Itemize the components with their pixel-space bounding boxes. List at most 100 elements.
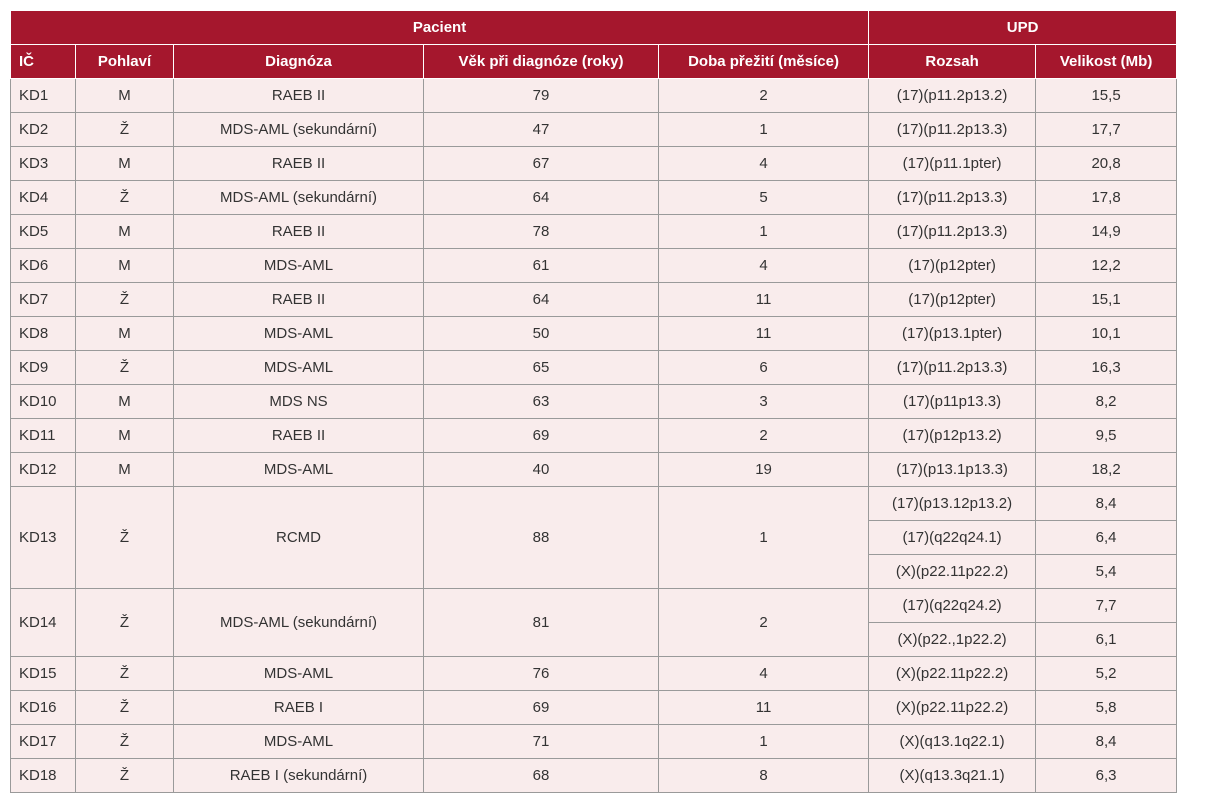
cell-id: KD17 xyxy=(10,724,76,759)
cell-sex: M xyxy=(75,384,174,419)
cell-diagnosis: MDS-AML xyxy=(173,316,424,351)
cell-range: (X)(p22.,1p22.2) xyxy=(868,622,1037,657)
cell-size: 8,4 xyxy=(1035,486,1178,521)
table-row: KD1 M RAEB II 79 2 (17)(p11.2p13.2) 15,5 xyxy=(10,78,1178,113)
cell-range: (17)(p13.1pter) xyxy=(868,316,1037,351)
table-row: KD7 Ž RAEB II 64 11 (17)(p12pter) 15,1 xyxy=(10,282,1178,317)
column-header: IČ xyxy=(10,44,76,79)
table-row: (X)(p22.,1p22.2) 6,1 xyxy=(11,622,1178,657)
cell-age: 63 xyxy=(423,384,659,419)
cell-id: KD11 xyxy=(10,418,76,453)
cell-age: 64 xyxy=(423,282,659,317)
header-group-row: Pacient UPD xyxy=(9,10,1178,45)
cell-survival: 4 xyxy=(657,656,870,691)
cell-survival: 19 xyxy=(657,452,870,487)
cell-sex: Ž xyxy=(75,486,174,589)
cell-id: KD13 xyxy=(10,486,76,589)
cell-age: 65 xyxy=(423,350,659,385)
cell-range: (X)(p22.11p22.2) xyxy=(868,656,1037,691)
cell-diagnosis: MDS-AML xyxy=(173,452,424,487)
cell-range: (17)(p12p13.2) xyxy=(868,418,1037,453)
cell-range: (X)(q13.3q21.1) xyxy=(868,758,1037,793)
cell-survival: 1 xyxy=(657,486,870,589)
cell-range: (17)(q22q24.1) xyxy=(868,520,1037,555)
cell-size: 8,4 xyxy=(1035,724,1178,759)
cell-age: 50 xyxy=(423,316,659,351)
cell-size: 20,8 xyxy=(1035,146,1178,181)
group-header: UPD xyxy=(868,10,1178,45)
cell-id: KD15 xyxy=(10,656,76,691)
cell-size: 10,1 xyxy=(1035,316,1178,351)
cell-size: 12,2 xyxy=(1035,248,1178,283)
cell-survival: 11 xyxy=(657,690,870,725)
cell-diagnosis: RCMD xyxy=(173,486,424,589)
table-row: KD3 M RAEB II 67 4 (17)(p11.1pter) 20,8 xyxy=(10,146,1178,181)
cell-size: 14,9 xyxy=(1035,214,1178,249)
table-row: KD17 Ž MDS-AML 71 1 (X)(q13.1q22.1) 8,4 xyxy=(10,724,1178,759)
cell-survival: 1 xyxy=(657,724,870,759)
cell-age: 71 xyxy=(423,724,659,759)
column-header: Velikost (Mb) xyxy=(1035,44,1178,79)
cell-age: 76 xyxy=(423,656,659,691)
cell-diagnosis: MDS NS xyxy=(173,384,424,419)
cell-sex: M xyxy=(75,248,174,283)
cell-sex: M xyxy=(75,452,174,487)
cell-survival: 3 xyxy=(657,384,870,419)
cell-age: 68 xyxy=(423,758,659,793)
table-row: KD5 M RAEB II 78 1 (17)(p11.2p13.3) 14,9 xyxy=(10,214,1178,249)
cell-diagnosis: MDS-AML (sekundární) xyxy=(173,588,424,657)
cell-id: KD4 xyxy=(10,180,76,215)
cell-age: 79 xyxy=(423,78,659,113)
cell-size: 8,2 xyxy=(1035,384,1178,419)
cell-sex: Ž xyxy=(75,350,174,385)
cell-survival: 4 xyxy=(657,248,870,283)
table-body: KD1 M RAEB II 79 2 (17)(p11.2p13.2) 15,5 KD2 Ž MD… xyxy=(10,78,1178,793)
cell-age: 64 xyxy=(423,180,659,215)
cell-size: 17,7 xyxy=(1035,112,1178,147)
cell-sex: M xyxy=(75,78,174,113)
cell-size: 6,4 xyxy=(1035,520,1178,555)
cell-range: (X)(p22.11p22.2) xyxy=(868,554,1037,589)
cell-range: (17)(p11.1pter) xyxy=(868,146,1037,181)
cell-size: 15,5 xyxy=(1035,78,1178,113)
table-row: KD12 M MDS-AML 40 19 (17)(p13.1p13.3) 18,2 xyxy=(10,452,1178,487)
cell-size: 6,1 xyxy=(1035,622,1178,657)
cell-id: KD12 xyxy=(10,452,76,487)
cell-sex: Ž xyxy=(75,112,174,147)
column-header: Pohlaví xyxy=(75,44,174,79)
column-header: Věk při diagnóze (roky) xyxy=(423,44,659,79)
table-row: KD14 Ž MDS-AML (sekundární) 81 2 (17)(q22q24.… xyxy=(10,588,1178,657)
cell-diagnosis: MDS-AML (sekundární) xyxy=(173,180,424,215)
cell-sex: M xyxy=(75,316,174,351)
upd-table: Pacient UPD IČ Pohlaví Diagnóza Věk při dia… xyxy=(9,10,1178,793)
cell-survival: 4 xyxy=(657,146,870,181)
cell-size: 7,7 xyxy=(1035,588,1178,623)
cell-age: 69 xyxy=(423,690,659,725)
table-row: KD15 Ž MDS-AML 76 4 (X)(p22.11p22.2) 5,2 xyxy=(10,656,1178,691)
cell-sex: Ž xyxy=(75,656,174,691)
cell-diagnosis: MDS-AML xyxy=(173,350,424,385)
cell-size: 5,4 xyxy=(1035,554,1178,589)
cell-sex: Ž xyxy=(75,282,174,317)
cell-age: 61 xyxy=(423,248,659,283)
cell-survival: 2 xyxy=(657,588,870,657)
table-row: KD11 M RAEB II 69 2 (17)(p12p13.2) 9,5 xyxy=(10,418,1178,453)
cell-survival: 1 xyxy=(657,112,870,147)
cell-survival: 1 xyxy=(657,214,870,249)
table-row: KD6 M MDS-AML 61 4 (17)(p12pter) 12,2 xyxy=(10,248,1178,283)
cell-sex: Ž xyxy=(75,180,174,215)
cell-diagnosis: RAEB II xyxy=(173,78,424,113)
cell-diagnosis: RAEB II xyxy=(173,418,424,453)
cell-survival: 8 xyxy=(657,758,870,793)
cell-sex: Ž xyxy=(75,588,174,657)
column-header: Doba přežití (měsíce) xyxy=(657,44,870,79)
cell-age: 69 xyxy=(423,418,659,453)
table-row: KD9 Ž MDS-AML 65 6 (17)(p11.2p13.3) 16,3 xyxy=(10,350,1178,385)
table-row: KD8 M MDS-AML 50 11 (17)(p13.1pter) 10,1 xyxy=(10,316,1178,351)
cell-id: KD8 xyxy=(10,316,76,351)
table-row: KD4 Ž MDS-AML (sekundární) 64 5 (17)(p11.2p13… xyxy=(10,180,1178,215)
cell-survival: 11 xyxy=(657,316,870,351)
cell-range: (17)(p11.2p13.3) xyxy=(868,112,1037,147)
cell-diagnosis: MDS-AML xyxy=(173,656,424,691)
